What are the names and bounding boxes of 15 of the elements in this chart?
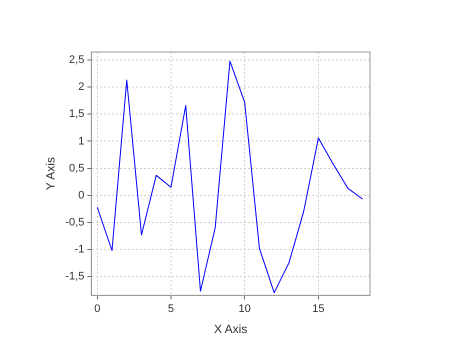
y-tick-label: 2 [78,81,84,94]
y-tick-label: 0,5 [69,162,84,174]
y-tick-label: 2,5 [69,54,84,66]
y-tick-label: 1 [78,135,84,148]
x-tick-label: 0 [94,303,100,316]
y-tick-label: -1 [74,243,84,256]
y-tick-label: 1,5 [69,108,84,120]
y-axis-title: Y Axis [44,157,58,190]
y-tick-label: -1,5 [65,270,84,282]
x-axis-title: X Axis [214,322,248,336]
y-tick-label: 0 [78,189,84,202]
x-tick-label: 5 [168,303,174,316]
x-tick-label: 15 [312,303,325,316]
y-tick-label: -0,5 [65,216,84,228]
x-tick-label: 10 [238,303,251,316]
